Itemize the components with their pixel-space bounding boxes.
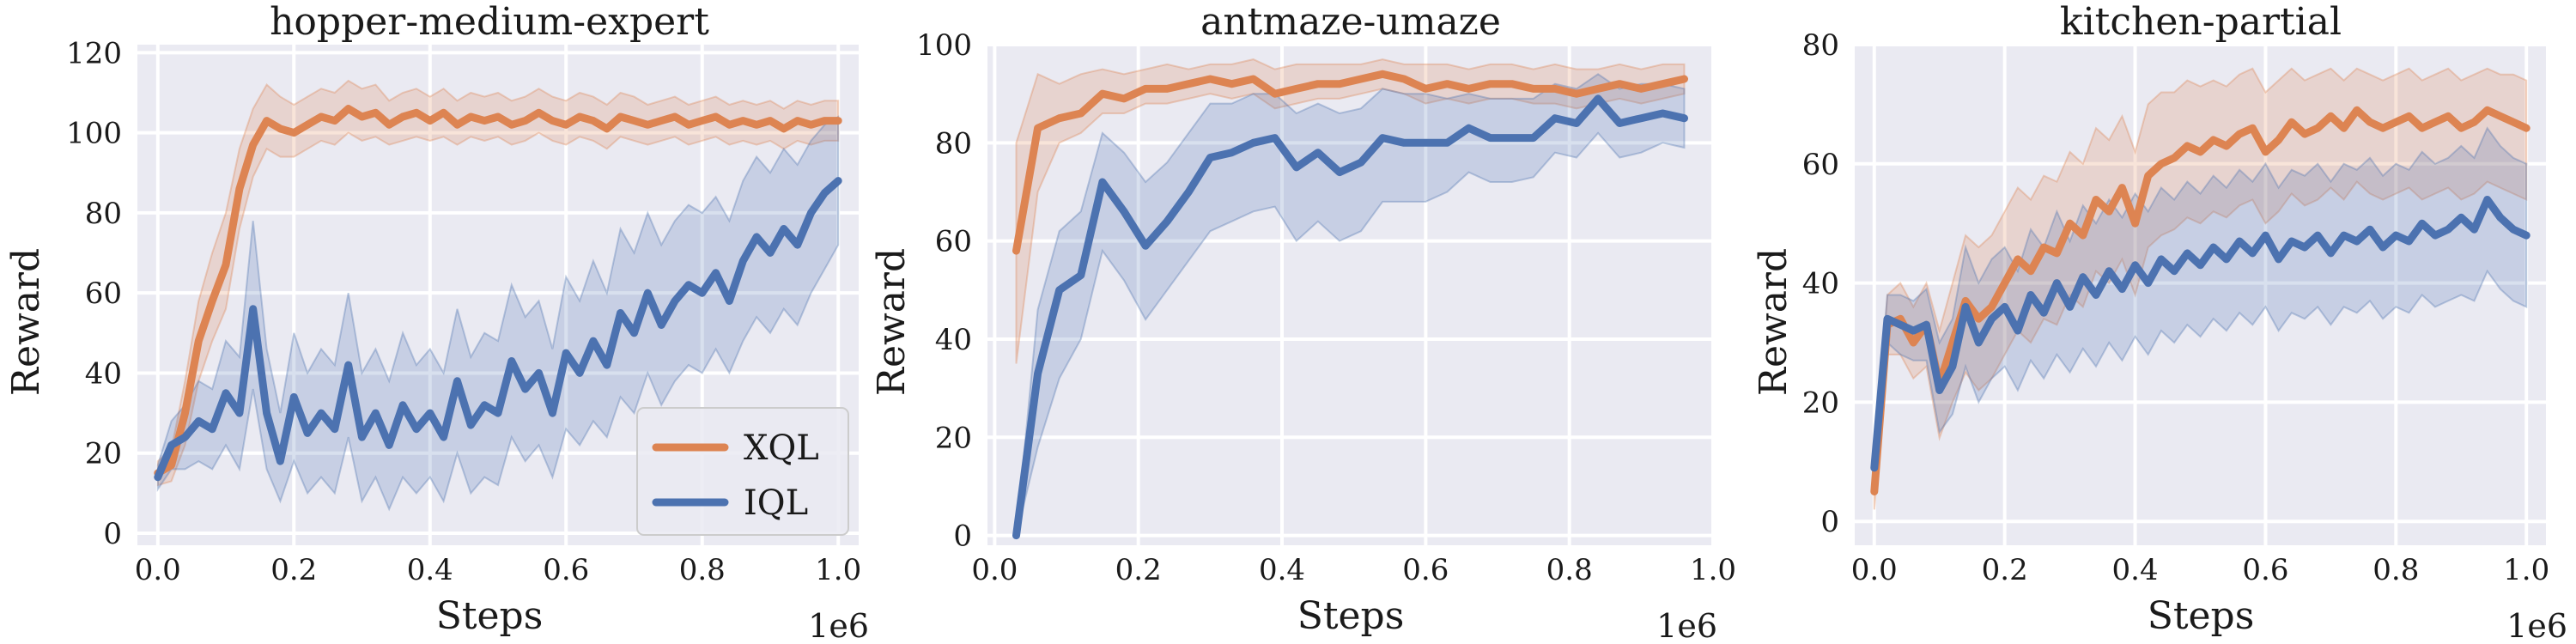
chart-panel-hopper-medium-expert: hopper-medium-expert Steps Reward 1e6 0.…	[4, 0, 869, 644]
x-axis-label: Steps	[1297, 594, 1405, 638]
y-tick-label: 20	[85, 437, 122, 471]
x-tick-label: 0.8	[679, 553, 726, 587]
x-axis-offset-label: 1e6	[808, 607, 869, 644]
y-tick-label: 60	[1802, 148, 1839, 182]
series-band-xql	[1015, 58, 1686, 364]
x-tick-label: 0.8	[1546, 553, 1593, 587]
grid-lines	[1855, 43, 2546, 545]
chart-title: antmaze-umaze	[1200, 0, 1501, 44]
x-tick-label: 1.0	[1690, 553, 1736, 587]
x-tick-label: 0.4	[407, 553, 453, 587]
y-tick-label: 80	[85, 197, 122, 231]
legend-label-iql: IQL	[744, 483, 808, 523]
chart-title: hopper-medium-expert	[270, 0, 709, 44]
plot-area	[987, 45, 1713, 545]
y-tick-label: 80	[1802, 28, 1839, 63]
x-tick-label: 1.0	[2503, 553, 2549, 587]
series-line-xql	[1870, 106, 2530, 495]
y-tick-label: 0	[953, 519, 972, 554]
x-tick-label: 0.8	[2372, 553, 2419, 587]
y-tick-label: 60	[85, 276, 122, 311]
x-tick-label: 0.0	[1851, 553, 1898, 587]
series-line-xql	[154, 105, 842, 477]
y-tick-label: 100	[66, 117, 122, 151]
x-tick-label: 0.2	[270, 553, 317, 587]
series-line-iql	[1870, 196, 2530, 472]
x-tick-label: 0.2	[1982, 553, 2028, 587]
x-tick-label: 0.6	[543, 553, 589, 587]
legend: XQL IQL	[636, 407, 849, 536]
x-axis-offset-label: 1e6	[2506, 607, 2567, 644]
y-tick-label: 40	[1802, 267, 1839, 301]
y-axis-label: Reward	[4, 248, 48, 396]
series-band-iql	[1873, 126, 2528, 486]
y-tick-label: 40	[935, 323, 972, 357]
series-line-iql	[154, 177, 842, 482]
y-tick-label: 100	[916, 28, 972, 63]
y-tick-label: 20	[935, 421, 972, 455]
series-band-iql	[156, 115, 840, 512]
y-tick-label: 40	[85, 356, 122, 391]
y-tick-label: 120	[66, 36, 122, 70]
legend-box	[636, 407, 849, 536]
series-line-xql	[1012, 70, 1688, 255]
x-axis-label: Steps	[2148, 594, 2255, 638]
y-tick-label: 20	[1802, 386, 1839, 420]
series-line-iql	[1012, 94, 1688, 540]
x-axis-label: Steps	[436, 594, 544, 638]
series-band-xql	[1873, 67, 2528, 510]
y-tick-label: 80	[935, 126, 972, 161]
y-tick-label: 0	[1820, 505, 1839, 539]
x-tick-label: 1.0	[815, 553, 861, 587]
x-tick-label: 0.0	[135, 553, 181, 587]
x-tick-label: 0.6	[2242, 553, 2288, 587]
x-tick-label: 0.4	[1259, 553, 1305, 587]
x-tick-label: 0.0	[971, 553, 1018, 587]
legend-label-xql: XQL	[744, 428, 819, 468]
y-tick-label: 60	[935, 225, 972, 259]
grid-lines	[987, 43, 1715, 545]
x-tick-label: 0.4	[2112, 553, 2159, 587]
y-axis-label: Reward	[870, 248, 914, 396]
chart-title: kitchen-partial	[2060, 0, 2342, 44]
y-tick-label: 0	[103, 517, 122, 551]
x-tick-label: 0.2	[1115, 553, 1162, 587]
chart-panel-kitchen-partial: kitchen-partial Steps Reward 1e6 0.0 0.2 0…	[1752, 0, 2567, 644]
x-tick-label: 0.6	[1402, 553, 1449, 587]
chart-panel-antmaze-umaze: antmaze-umaze Steps Reward 1e6 0.0 0.2 0.4…	[870, 0, 1736, 644]
x-axis-offset-label: 1e6	[1656, 607, 1717, 644]
y-axis-label: Reward	[1752, 248, 1795, 396]
